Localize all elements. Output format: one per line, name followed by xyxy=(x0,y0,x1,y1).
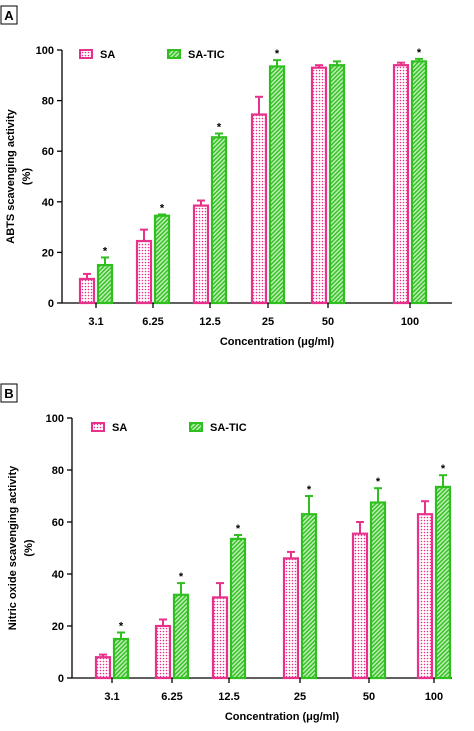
x-tick-label: 50 xyxy=(363,691,375,703)
y-tick-label: 0 xyxy=(58,673,64,685)
bar-sa-tic xyxy=(210,136,228,305)
y-tick-label: 40 xyxy=(42,197,54,209)
bar-sa xyxy=(310,66,328,305)
y-tick-label: 40 xyxy=(52,569,64,581)
bar-sa-tic xyxy=(172,593,190,680)
significance-star: * xyxy=(307,484,312,496)
legend-swatch-sa xyxy=(91,422,105,432)
bar-sa xyxy=(282,557,300,680)
y-axis-title: Nitric oxide scavenging activity xyxy=(7,465,19,630)
bar-sa-tic xyxy=(300,513,318,680)
x-tick-label: 12.5 xyxy=(199,316,220,328)
bar-sa-tic xyxy=(153,214,171,305)
x-tick-label: 3.1 xyxy=(104,691,119,703)
x-tick-label: 25 xyxy=(294,691,306,703)
y-tick-label: 60 xyxy=(42,146,54,158)
significance-star: * xyxy=(275,48,280,60)
x-tick-label: 3.1 xyxy=(88,316,103,328)
bar-sa-tic xyxy=(434,485,452,680)
bar-sa xyxy=(135,239,153,305)
y-tick-label: 60 xyxy=(52,517,64,529)
x-tick-label: 50 xyxy=(322,316,334,328)
bar-sa xyxy=(192,204,210,305)
chart-panel-a: A 0 20 40 60 80 100 ABTS scavenging activity (%… xyxy=(0,5,452,348)
x-tick-label: 6.25 xyxy=(142,316,163,328)
panel-label: A xyxy=(4,8,14,23)
significance-star: * xyxy=(103,245,108,257)
y-axis-title: ABTS scavenging activity xyxy=(5,108,17,243)
y-axis-title: (%) xyxy=(21,168,33,185)
bar-sa xyxy=(94,656,112,680)
bar-sa xyxy=(351,532,369,680)
bar-sa-tic xyxy=(369,501,387,680)
bar-sa xyxy=(154,624,172,680)
bar-sa-tic xyxy=(229,537,247,680)
y-axis-title: (%) xyxy=(23,539,35,556)
significance-star: * xyxy=(179,571,184,583)
panel-label: B xyxy=(4,386,13,401)
chart-panel-b: B 0 20 40 60 80 100 Nitric oxide scavenging ac… xyxy=(0,383,452,723)
panel-label-box xyxy=(0,5,18,25)
significance-star: * xyxy=(441,463,446,475)
legend-label: SA-TIC xyxy=(210,422,247,434)
x-tick-label: 100 xyxy=(401,316,419,328)
x-axis-title: Concentration (μg/ml) xyxy=(220,336,335,348)
significance-star: * xyxy=(160,202,165,214)
bar-sa xyxy=(211,596,229,680)
bar-sa xyxy=(250,113,268,305)
x-tick-label: 6.25 xyxy=(161,691,182,703)
bar-sa-tic xyxy=(96,263,114,305)
legend-swatch-sa-tic xyxy=(189,422,203,432)
legend-label: SA xyxy=(100,49,115,61)
significance-star: * xyxy=(417,47,422,59)
legend-label: SA xyxy=(112,422,127,434)
y-tick-label: 100 xyxy=(36,45,54,57)
bar-sa xyxy=(392,64,410,305)
significance-star: * xyxy=(217,121,222,133)
y-tick-label: 80 xyxy=(42,96,54,108)
panel-label-box xyxy=(0,383,18,403)
legend-label: SA-TIC xyxy=(188,49,225,61)
y-tick-label: 80 xyxy=(52,465,64,477)
legend-swatch-sa-tic xyxy=(167,49,181,59)
bar-sa-tic xyxy=(112,637,130,680)
legend-swatch-sa xyxy=(79,49,93,59)
bar-sa xyxy=(416,513,434,680)
x-tick-label: 25 xyxy=(262,316,274,328)
y-tick-label: 20 xyxy=(42,247,54,259)
bar-sa-tic xyxy=(328,64,346,305)
significance-star: * xyxy=(119,621,124,633)
bar-sa-tic xyxy=(410,60,428,305)
x-tick-label: 12.5 xyxy=(218,691,239,703)
x-tick-label: 100 xyxy=(425,691,443,703)
y-tick-label: 20 xyxy=(52,621,64,633)
significance-star: * xyxy=(376,476,381,488)
y-tick-label: 100 xyxy=(46,413,64,425)
y-tick-label: 0 xyxy=(48,298,54,310)
x-axis-title: Concentration (μg/ml) xyxy=(225,711,340,723)
bar-sa-tic xyxy=(268,65,286,305)
significance-star: * xyxy=(236,523,241,535)
bar-sa xyxy=(78,277,96,305)
